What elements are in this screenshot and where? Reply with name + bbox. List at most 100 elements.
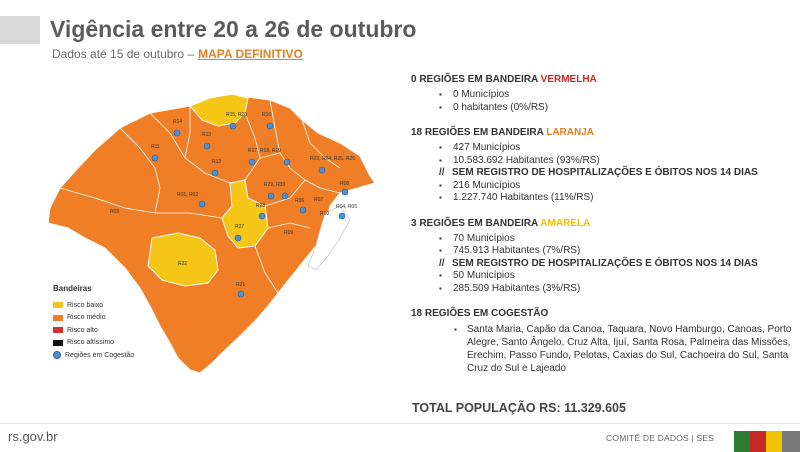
- flag-yellow-icon: [53, 302, 63, 309]
- legend-label: Risco baixo: [67, 301, 104, 309]
- legend-label: Regiões em Cogestão: [65, 351, 135, 359]
- label-r14: R14: [173, 119, 182, 125]
- orange-flag-block: 18 REGIÕES EM BANDEIRA LARANJA 427 Munic…: [411, 127, 796, 205]
- cogestao-icon: [248, 158, 256, 166]
- legend-label: Risco médio: [67, 314, 106, 322]
- yellow-flag-label: AMARELA: [540, 217, 591, 229]
- yellow-flag-heading: 3 REGIÕES EM BANDEIRA AMARELA: [411, 217, 591, 229]
- flag-orange-icon: [53, 314, 63, 321]
- summary-panel: 0 REGIÕES EM BANDEIRA VERMELHA 0 Municíp…: [411, 74, 796, 388]
- label-r27: R27: [235, 224, 244, 230]
- list-item: 0 Municípios: [439, 89, 796, 102]
- label-r16: R16: [262, 112, 271, 118]
- cogestao-icon: [211, 169, 219, 177]
- flag-red-icon: [53, 327, 63, 334]
- subtitle-text: Dados até 15 de outubro –: [52, 47, 195, 61]
- legend-item-cogestao: Regiões em Cogestão: [53, 349, 134, 362]
- definitive-map-link[interactable]: MAPA DEFINITIVO: [198, 47, 303, 61]
- label-r09: R09: [284, 230, 293, 236]
- legend-item-risco-medio: Risco médio: [53, 312, 134, 325]
- label-r06: R06: [295, 198, 304, 204]
- list-item: 70 Municípios: [439, 233, 796, 246]
- page-title: Vigência entre 20 a 26 de outubro: [50, 16, 417, 42]
- list-item: 10.583.692 Habitantes (93%/RS): [439, 155, 796, 168]
- cogestao-heading: 18 REGIÕES EM COGESTÃO: [411, 308, 549, 319]
- list-item: 745.913 Habitantes (7%/RS): [439, 245, 796, 258]
- cogestao-icon: [173, 129, 181, 137]
- no-hospitalization-heading: SEM REGISTRO DE HOSPITALIZAÇÕES E ÓBITOS…: [411, 258, 796, 271]
- legend-title: Bandeiras: [53, 284, 92, 293]
- legend-label: Risco altíssimo: [67, 339, 115, 347]
- list-item: 427 Municípios: [439, 142, 796, 155]
- label-r03: R03: [110, 209, 119, 215]
- cogestao-icon: [151, 154, 159, 162]
- lagoon-shape: [307, 205, 351, 271]
- cogestao-icon: [283, 158, 291, 166]
- label-r29-r30: R29, R30: [264, 182, 285, 188]
- cogestao-icon: [229, 122, 237, 130]
- rs-regions-map: R15, R20 R16 R14 R13 R11 R12 R17, R18, R…: [47, 93, 376, 374]
- orange-flag-heading: 18 REGIÕES EM BANDEIRA LARANJA: [411, 127, 594, 138]
- label-r15-r20: R15, R20: [226, 112, 247, 118]
- list-item: 50 Municípios: [439, 270, 796, 283]
- footer-brand: COMITÊ DE DADOS | SES: [606, 433, 714, 443]
- orange-flag-label: LARANJA: [546, 127, 594, 138]
- cogestao-icon: [198, 200, 206, 208]
- legend-item-risco-altissimo: Risco altíssimo: [53, 337, 134, 350]
- cogestao-icon: [299, 206, 307, 214]
- total-population: TOTAL POPULAÇÃO RS: 11.329.605: [412, 401, 626, 415]
- label-r17-r18-r19: R17, R18, R19: [248, 148, 281, 154]
- cogestao-cities: Santa Maria, Capão da Canoa, Taquara, No…: [454, 323, 796, 375]
- region-labels: R15, R20 R16 R14 R13 R11 R12 R17, R18, R…: [110, 112, 357, 288]
- flag-stripe-red: [750, 431, 766, 452]
- flag-stripe-green: [734, 431, 750, 452]
- cogestao-icon: [281, 192, 289, 200]
- label-r04-r05: R04, R05: [336, 204, 357, 210]
- yellow-flag-block: 3 REGIÕES EM BANDEIRA AMARELA 70 Municíp…: [411, 218, 796, 296]
- flag-black-icon: [53, 339, 63, 346]
- legend-item-risco-baixo: Risco baixo: [53, 299, 134, 312]
- red-flag-label: VERMELHA: [540, 74, 597, 85]
- cogestao-icon: [318, 166, 326, 174]
- cogestao-icon: [203, 142, 211, 150]
- legend-label: Risco alto: [67, 326, 98, 334]
- label-r11: R11: [151, 144, 160, 150]
- footer-divider: [0, 423, 800, 424]
- label-r07: R07: [314, 197, 323, 203]
- cogestao-icon: [258, 212, 266, 220]
- cogestao-markers: [151, 122, 349, 298]
- cogestao-block: 18 REGIÕES EM COGESTÃO Santa Maria, Capã…: [411, 308, 796, 375]
- red-flag-block: 0 REGIÕES EM BANDEIRA VERMELHA 0 Municíp…: [411, 74, 796, 114]
- map-legend: Bandeiras Risco baixo Risco médio Risco …: [53, 284, 134, 362]
- label-r28: R28: [256, 203, 265, 209]
- yellow-region-r22: [147, 232, 219, 287]
- label-r10: R10: [320, 211, 329, 217]
- list-item: 285.509 Habitantes (3%/RS): [439, 283, 796, 296]
- cogestao-icon: [53, 351, 61, 360]
- no-hospitalization-heading: SEM REGISTRO DE HOSPITALIZAÇÕES E ÓBITOS…: [411, 167, 796, 180]
- label-r23-r26: R23, R24, R25, R26: [310, 156, 355, 162]
- cogestao-icon: [234, 234, 242, 242]
- label-r12: R12: [212, 159, 221, 165]
- flag-stripe-yellow: [766, 431, 782, 452]
- cogestao-icon: [341, 188, 349, 196]
- cogestao-icon: [266, 122, 274, 130]
- list-item: 1.227.740 Habitantes (11%/RS): [439, 192, 796, 205]
- label-r01-r02: R01, R02: [177, 192, 198, 198]
- page-subtitle: Dados até 15 de outubro – MAPA DEFINITIVO: [52, 47, 303, 61]
- title-accent-bar: [0, 16, 40, 44]
- label-r13: R13: [202, 132, 211, 138]
- flag-stripe-gray: [782, 431, 800, 452]
- cogestao-icon: [267, 192, 275, 200]
- cogestao-icon: [237, 290, 245, 298]
- label-r08: R08: [340, 181, 349, 187]
- list-item: 0 habitantes (0%/RS): [439, 102, 796, 115]
- footer-url[interactable]: rs.gov.br: [8, 429, 58, 444]
- cogestao-icon: [338, 212, 346, 220]
- red-flag-heading: 0 REGIÕES EM BANDEIRA VERMELHA: [411, 74, 597, 85]
- region-borders: [59, 99, 341, 294]
- list-item: 216 Municípios: [439, 180, 796, 193]
- label-r22: R22: [178, 261, 187, 267]
- label-r21: R21: [236, 282, 245, 288]
- legend-item-risco-alto: Risco alto: [53, 324, 134, 337]
